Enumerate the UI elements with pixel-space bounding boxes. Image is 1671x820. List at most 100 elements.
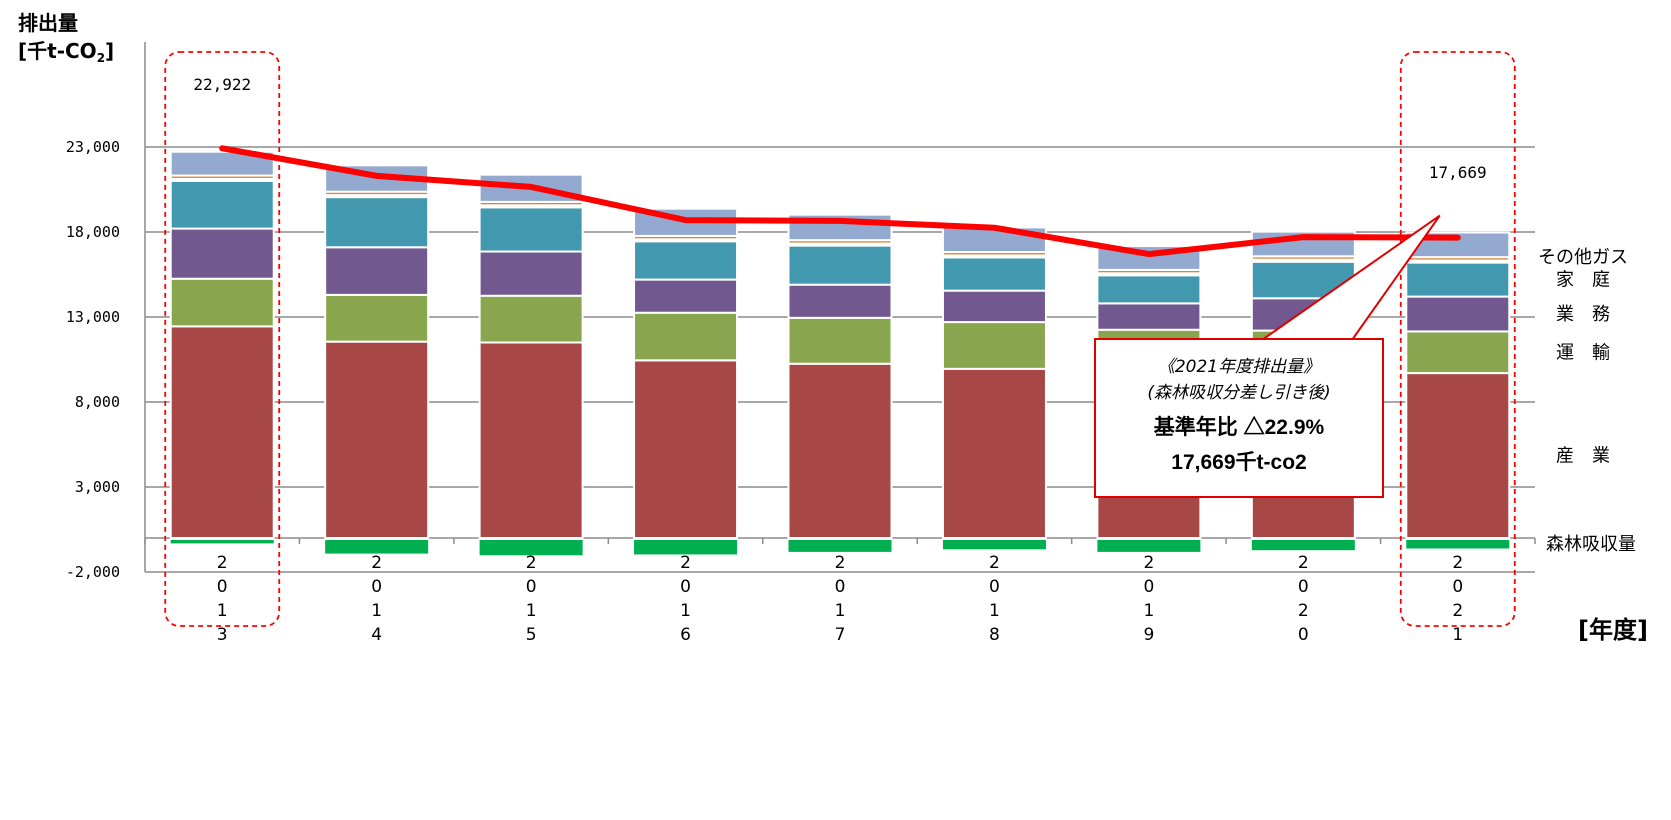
y-tick-labels: 23,000 18,000 13,000 8,000 3,000 -2,000 — [66, 138, 120, 581]
legend-label: 運 輸 — [1556, 342, 1610, 363]
value-label: 22,922 — [193, 75, 251, 94]
forest-bar — [479, 540, 583, 556]
forest-bar — [1251, 540, 1355, 551]
x-tick-label: 0 — [1452, 577, 1463, 597]
bar-segment — [633, 240, 739, 281]
x-tick-label: 4 — [371, 625, 382, 645]
x-tick-label: 0 — [526, 577, 537, 597]
x-tick-label: 1 — [1452, 625, 1463, 645]
x-tick-label: 0 — [989, 577, 1000, 597]
bar-segment — [1405, 295, 1511, 333]
bar-segment — [169, 179, 275, 230]
forest-absorption-bars — [170, 540, 1510, 556]
x-axis-unit: [年度] — [1578, 616, 1648, 644]
bar-segment — [1405, 261, 1511, 298]
bar-segment — [1096, 274, 1202, 305]
bar-segment — [324, 196, 430, 249]
x-tick-label: 0 — [1298, 577, 1309, 597]
x-tick-label: 6 — [680, 625, 691, 645]
stacked-bars — [169, 150, 1511, 540]
forest-bar — [1406, 540, 1510, 549]
bar-segment — [1405, 330, 1511, 375]
forest-bar — [788, 540, 892, 552]
x-tick-label: 0 — [680, 577, 691, 597]
x-tick-label: 2 — [526, 553, 537, 573]
forest-bar — [325, 540, 429, 554]
x-tick-label: 2 — [1143, 553, 1154, 573]
x-tick-label: 2 — [1452, 601, 1463, 621]
y-tick-label: 13,000 — [66, 308, 120, 326]
bar-segment — [169, 150, 275, 177]
x-tick-label: 0 — [371, 577, 382, 597]
bar-segment — [324, 293, 430, 343]
bar-segment — [941, 289, 1047, 324]
callout-box: 《2021年度排出量》 (森林吸収分差し引き後) 基準年比 △22.9% 17,… — [1094, 338, 1384, 498]
y-unit-prefix: [千t-CO — [18, 39, 97, 63]
bar-segment — [169, 277, 275, 328]
highlight-box — [164, 51, 281, 627]
y-axis-unit: [千t-CO2] — [18, 39, 114, 65]
value-label: 17,669 — [1429, 163, 1487, 182]
x-tick-label: 1 — [217, 601, 228, 621]
x-tick-label: 2 — [1298, 601, 1309, 621]
callout-subtitle: (森林吸収分差し引き後) — [1147, 383, 1331, 403]
y-tick-label: -2,000 — [66, 563, 120, 581]
forest-bar — [634, 540, 738, 555]
bar-segment — [941, 256, 1047, 292]
y-axis-label: 排出量 — [18, 11, 78, 35]
x-tick-label: 1 — [680, 601, 691, 621]
value-labels: 22,922 17,669 — [193, 75, 1486, 182]
bar-segment — [787, 244, 893, 286]
callout-ratio: 基準年比 △22.9% — [1153, 416, 1325, 439]
bar-segment — [633, 278, 739, 314]
y-tick-label: 8,000 — [75, 393, 120, 411]
forest-bar — [942, 540, 1046, 550]
y-tick-label: 23,000 — [66, 138, 120, 156]
x-tick-label: 1 — [526, 601, 537, 621]
bar-segment — [633, 359, 739, 540]
x-tick-label: 0 — [835, 577, 846, 597]
legend-label-forest: 森林吸収量 — [1546, 534, 1636, 555]
x-tick-label: 2 — [1298, 553, 1309, 573]
x-tick-label: 0 — [1143, 577, 1154, 597]
x-tick-label: 2 — [680, 553, 691, 573]
x-tick-label: 5 — [526, 625, 537, 645]
x-tick-label: 2 — [989, 553, 1000, 573]
bar-segment — [787, 362, 893, 539]
bar-segment — [324, 246, 430, 296]
forest-bar — [1097, 540, 1201, 552]
x-tick-label: 2 — [371, 553, 382, 573]
legend-label: その他ガス — [1538, 247, 1628, 268]
highlight-boxes — [164, 51, 1516, 627]
bar-segment — [941, 321, 1047, 370]
x-tick-label: 7 — [835, 625, 846, 645]
callout-title: 《2021年度排出量》 — [1157, 357, 1321, 377]
forest-bar — [170, 540, 274, 544]
net-line — [219, 145, 1461, 258]
bar-segment — [324, 340, 430, 539]
bar-segment — [478, 294, 584, 344]
bar-segment — [169, 325, 275, 540]
legend-label: 業 務 — [1556, 304, 1610, 325]
bar-segment — [787, 283, 893, 319]
bar-segment — [169, 227, 275, 280]
x-tick-label: 1 — [371, 601, 382, 621]
bar-segment — [1096, 302, 1202, 331]
x-tick-label: 1 — [989, 601, 1000, 621]
legend-label: 家 庭 — [1556, 270, 1610, 291]
y-unit-subscript: 2 — [97, 51, 105, 65]
legend-label: 産 業 — [1556, 446, 1610, 467]
net-emissions-line — [219, 145, 1461, 258]
y-tick-label: 3,000 — [75, 478, 120, 496]
bar-segment — [1405, 372, 1511, 540]
x-tick-label: 0 — [217, 577, 228, 597]
x-tick-label: 3 — [217, 625, 228, 645]
bar-segment — [478, 341, 584, 540]
callout-amount: 17,669千t-co2 — [1171, 451, 1307, 474]
x-tick-label: 1 — [835, 601, 846, 621]
highlight-box — [1399, 51, 1516, 627]
bar-segment — [478, 206, 584, 253]
x-tick-label: 9 — [1143, 625, 1154, 645]
